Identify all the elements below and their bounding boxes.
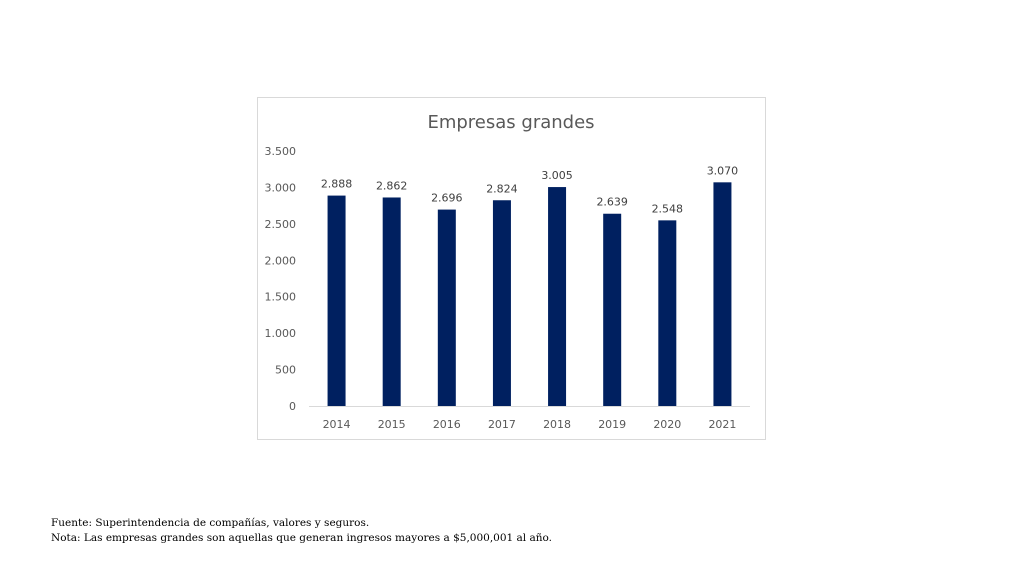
footnotes: Fuente: Superintendencia de compañías, v… — [51, 516, 552, 546]
explanatory-note: Nota: Las empresas grandes son aquellas … — [51, 532, 552, 544]
x-tick-label: 2019 — [598, 418, 626, 431]
source-note: Fuente: Superintendencia de compañías, v… — [51, 517, 370, 529]
y-tick-label: 0 — [289, 400, 296, 413]
bar-value-label: 2.888 — [321, 178, 353, 191]
x-tick-label: 2018 — [543, 418, 571, 431]
bar-value-label: 3.005 — [541, 169, 573, 182]
y-tick-label: 3.500 — [265, 145, 297, 158]
bar — [492, 200, 511, 406]
bar — [658, 220, 677, 406]
x-tick-label: 2020 — [653, 418, 681, 431]
bar-value-label: 2.548 — [652, 202, 684, 215]
bar — [437, 209, 456, 406]
x-axis: 2014 2015 2016 2017 2018 2019 2020 2021 — [309, 406, 750, 431]
bar-value-label: 3.070 — [707, 164, 739, 177]
x-tick-label: 2021 — [708, 418, 736, 431]
bar-value-label: 2.824 — [486, 182, 518, 195]
bar-value-label: 2.696 — [431, 192, 463, 205]
x-tick-label: 2014 — [323, 418, 351, 431]
x-tick-label: 2016 — [433, 418, 461, 431]
x-tick-label: 2015 — [378, 418, 406, 431]
y-tick-label: 2.000 — [265, 254, 297, 267]
bar-value-label: 2.639 — [596, 196, 628, 209]
y-tick-label: 500 — [275, 364, 296, 377]
bars: 2.888 2.862 2.696 2.824 3.005 2.639 2.548 3.070 — [321, 164, 738, 406]
x-tick-label: 2017 — [488, 418, 516, 431]
y-tick-label: 1.000 — [265, 327, 297, 340]
y-tick-label: 2.500 — [265, 218, 297, 231]
y-tick-label: 3.000 — [265, 181, 297, 194]
chart-title: Empresas grandes — [427, 112, 594, 133]
y-axis: 0 500 1.000 1.500 2.000 2.500 3.000 3.500 — [265, 145, 297, 413]
bar — [713, 182, 732, 406]
bar — [548, 187, 567, 406]
bar — [603, 213, 622, 406]
y-tick-label: 1.500 — [265, 291, 297, 304]
bar-value-label: 2.862 — [376, 179, 408, 192]
bar — [327, 195, 346, 406]
bar — [382, 197, 401, 406]
